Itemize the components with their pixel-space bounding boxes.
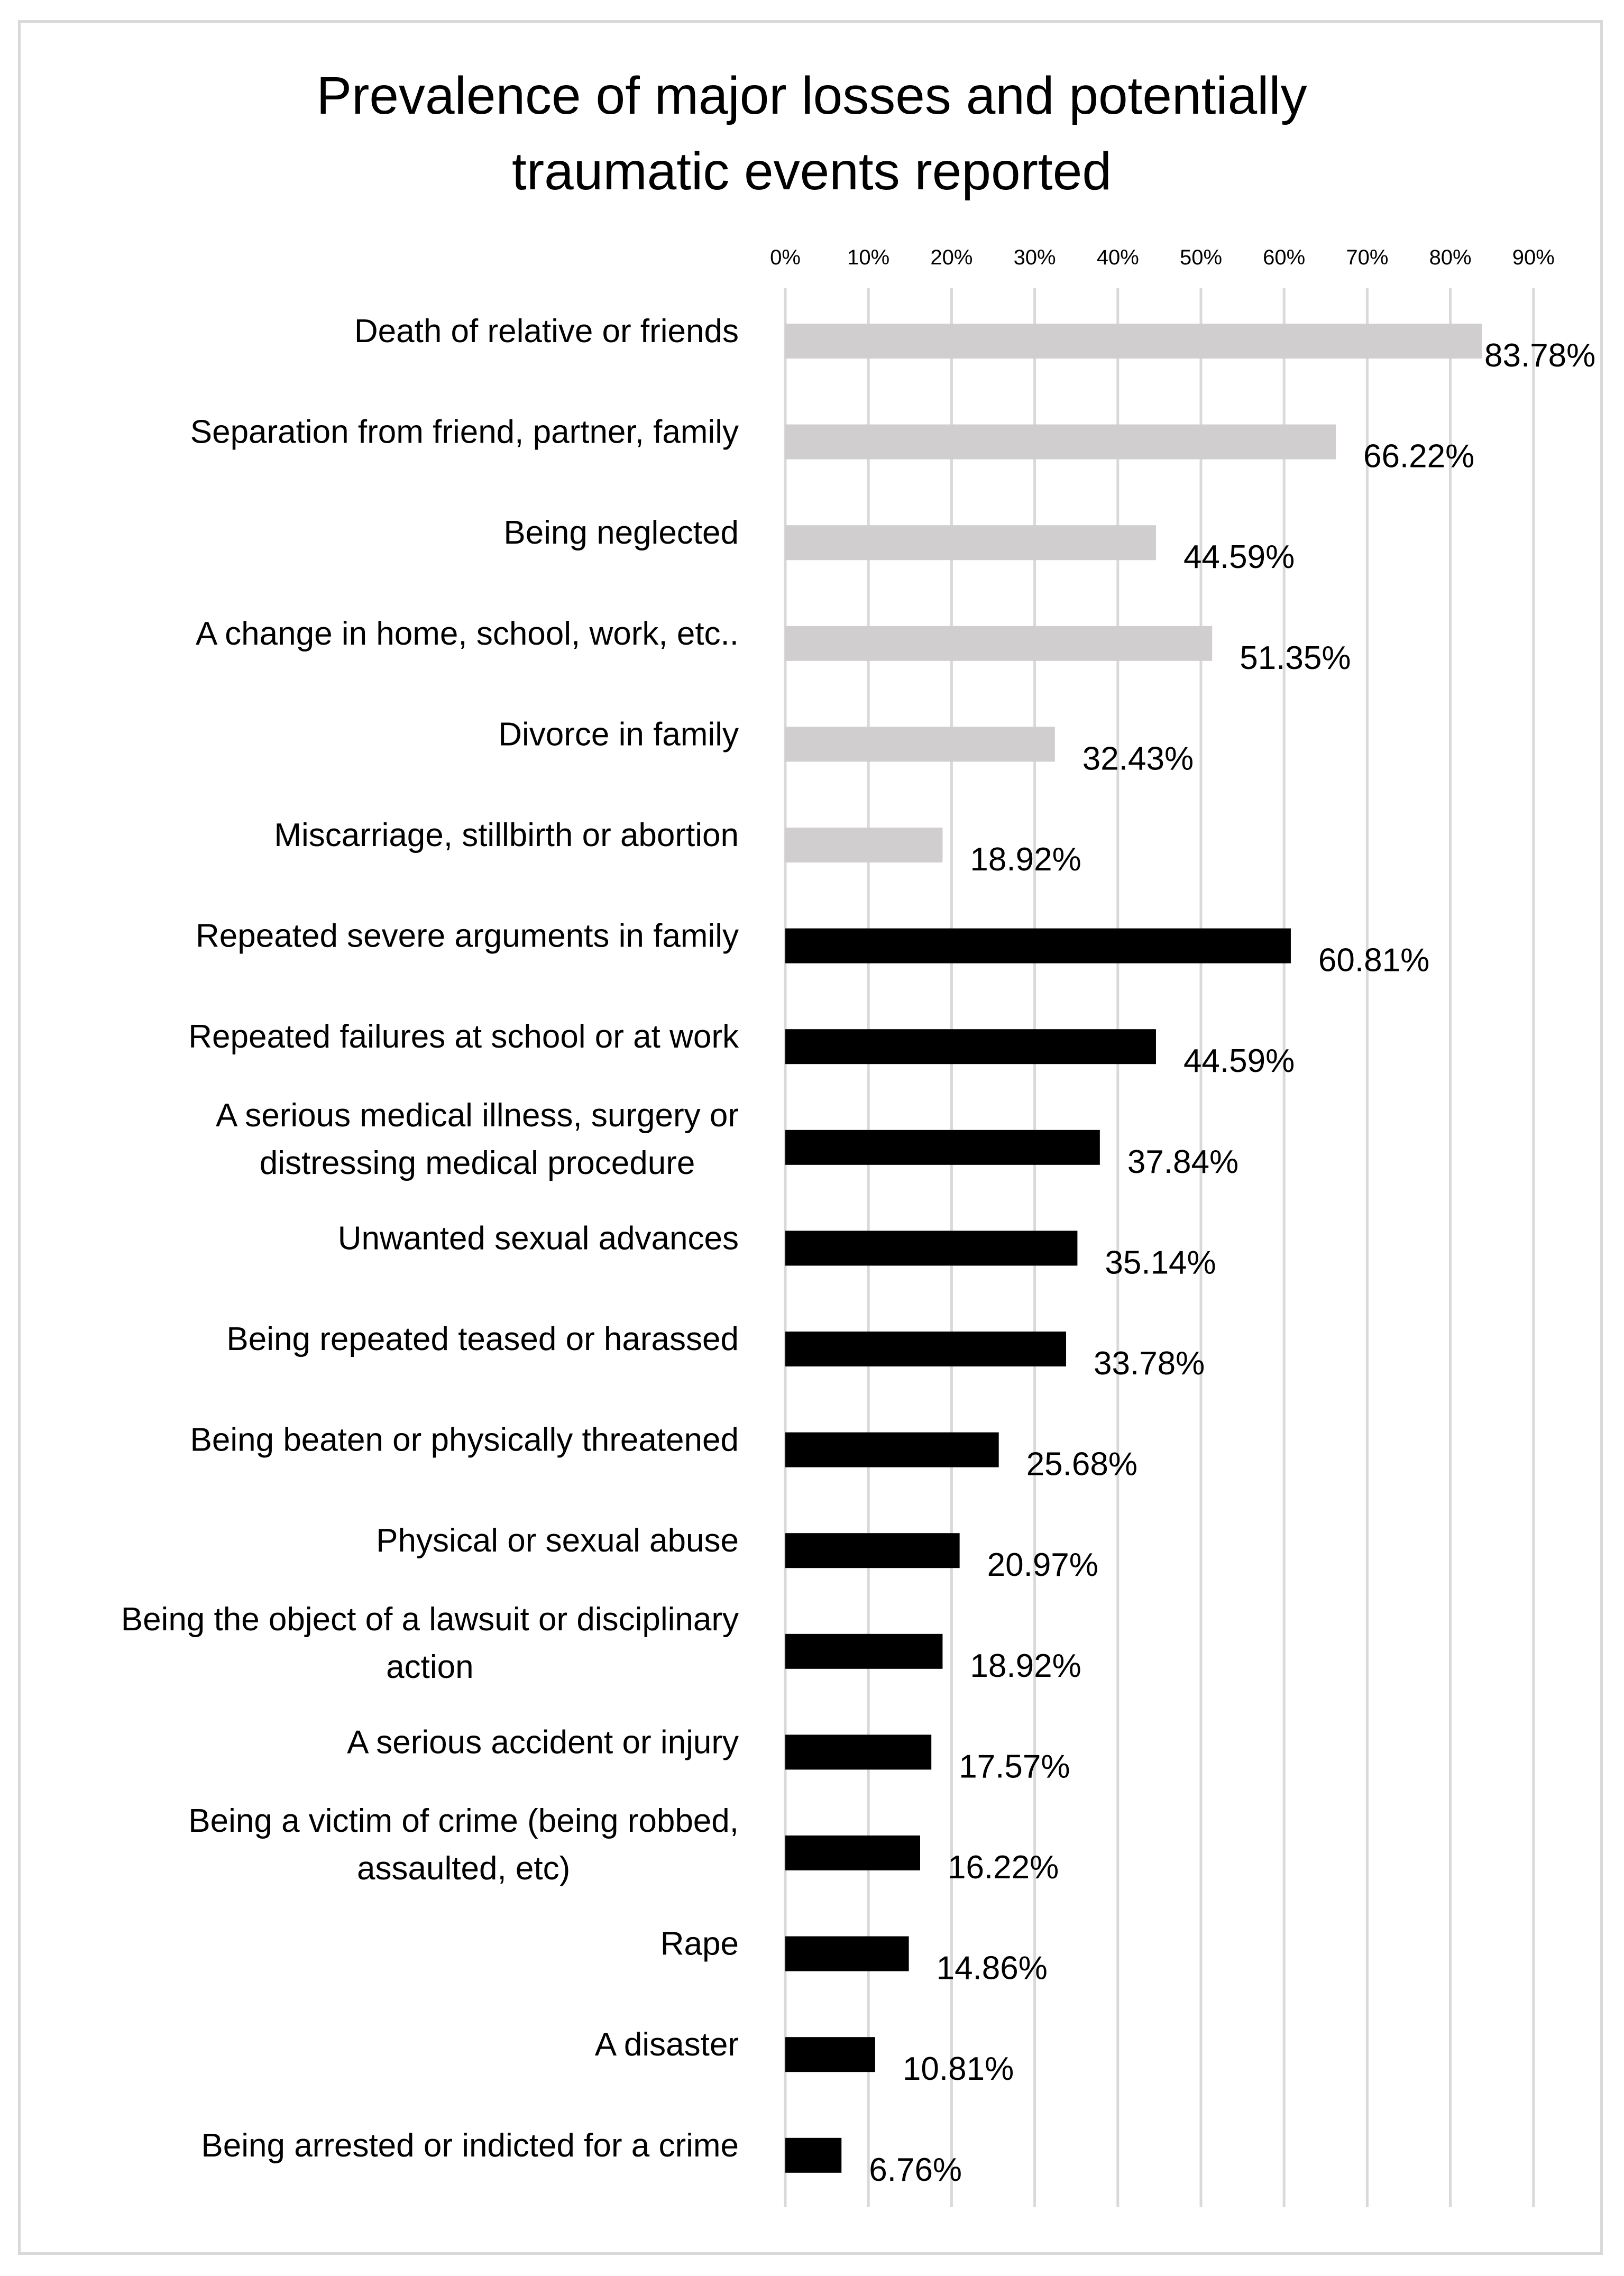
category-label-line: action — [386, 1649, 473, 1685]
data-label: 25.68% — [1026, 1446, 1137, 1483]
bar — [785, 928, 1291, 963]
x-tick-label: 90% — [1512, 246, 1555, 269]
bar — [785, 324, 1482, 359]
bar — [785, 1633, 943, 1669]
category-label: A serious medical illness, surgery or dis… — [216, 1097, 739, 1181]
bar — [785, 1231, 1078, 1266]
data-label: 18.92% — [970, 1648, 1081, 1684]
category-label: Being arrested or indicted for a crime — [201, 2127, 739, 2164]
data-label: 10.81% — [903, 2051, 1014, 2087]
category-label: Physical or sexual abuse — [376, 1522, 739, 1559]
x-tick-label: 80% — [1429, 246, 1472, 269]
category-label: Being neglected — [503, 515, 739, 551]
bar — [785, 1332, 1067, 1366]
category-label-line: Being a victim of crime (being robbed, — [188, 1803, 739, 1839]
data-label: 44.59% — [1183, 1043, 1295, 1079]
data-label: 37.84% — [1127, 1144, 1238, 1180]
data-label: 20.97% — [987, 1547, 1098, 1583]
category-label: A change in home, school, work, etc.. — [196, 616, 739, 652]
category-label: Separation from friend, partner, family — [190, 414, 739, 451]
data-label: 60.81% — [1318, 942, 1429, 979]
value-labels: 83.78% 66.22% 44.59% 51.35% 32.43% 18.92% 60.8… — [869, 337, 1595, 2188]
category-label: Repeated severe arguments in family — [196, 918, 739, 955]
bar — [785, 1432, 999, 1467]
category-label: A disaster — [595, 2026, 739, 2063]
x-tick-label: 70% — [1346, 246, 1388, 269]
x-tick-label: 40% — [1097, 246, 1139, 269]
x-tick-label: 30% — [1014, 246, 1056, 269]
bar — [785, 626, 1213, 661]
bar — [785, 1734, 932, 1770]
x-axis-ticks: 0% 10% 20% 30% 40% 50% 60% 70% 80% 90% — [770, 246, 1555, 269]
bar — [785, 1836, 920, 1870]
data-label: 66.22% — [1363, 438, 1474, 475]
data-label: 33.78% — [1094, 1345, 1205, 1382]
data-label: 51.35% — [1240, 640, 1351, 676]
category-label: Unwanted sexual advances — [338, 1220, 739, 1256]
data-label: 6.76% — [869, 2152, 962, 2188]
bar — [785, 727, 1055, 762]
data-label: 32.43% — [1082, 740, 1194, 777]
bar — [785, 2137, 842, 2173]
data-label: 18.92% — [970, 841, 1081, 878]
bar — [785, 424, 1336, 460]
data-label: 35.14% — [1105, 1244, 1216, 1281]
category-label-line: distressing medical procedure — [260, 1145, 695, 1181]
chart-title-line-2: traumatic events reported — [512, 142, 1112, 201]
category-label: Divorce in family — [498, 716, 739, 752]
category-label: Being a victim of crime (being robbed, as… — [188, 1803, 739, 1887]
bar — [785, 1533, 960, 1568]
bar — [785, 828, 943, 862]
x-tick-label: 0% — [770, 246, 801, 269]
category-label: Rape — [660, 1926, 739, 1962]
category-label: Repeated failures at school or at work — [188, 1018, 739, 1055]
x-tick-label: 10% — [847, 246, 889, 269]
x-tick-label: 60% — [1263, 246, 1305, 269]
data-label: 17.57% — [959, 1748, 1070, 1785]
category-labels: Death of relative or friends Separation f… — [121, 313, 739, 2164]
category-label-line: assaulted, etc) — [357, 1850, 570, 1887]
chart-title-line-1: Prevalence of major losses and potential… — [316, 66, 1307, 125]
category-label: A serious accident or injury — [347, 1724, 739, 1760]
x-tick-label: 50% — [1180, 246, 1222, 269]
bar — [785, 525, 1156, 561]
category-label: Being beaten or physically threatened — [190, 1422, 739, 1458]
category-label: Miscarriage, stillbirth or abortion — [274, 817, 739, 854]
data-label: 83.78% — [1484, 337, 1595, 374]
bars — [785, 324, 1482, 2173]
category-label-line: Being the object of a lawsuit or discipl… — [121, 1601, 739, 1638]
category-label-line: A serious medical illness, surgery or — [216, 1097, 739, 1134]
category-label: Death of relative or friends — [354, 313, 739, 350]
data-label: 16.22% — [948, 1849, 1059, 1886]
category-label: Being the object of a lawsuit or discipl… — [121, 1601, 739, 1685]
bar — [785, 1029, 1156, 1064]
category-label: Being repeated teased or harassed — [226, 1321, 739, 1357]
data-label: 14.86% — [937, 1950, 1048, 1987]
gridlines — [784, 288, 1535, 2207]
x-tick-label: 20% — [930, 246, 972, 269]
data-label: 44.59% — [1183, 539, 1295, 575]
bar — [785, 1936, 909, 1971]
bar — [785, 1130, 1100, 1165]
bar — [785, 2037, 875, 2072]
